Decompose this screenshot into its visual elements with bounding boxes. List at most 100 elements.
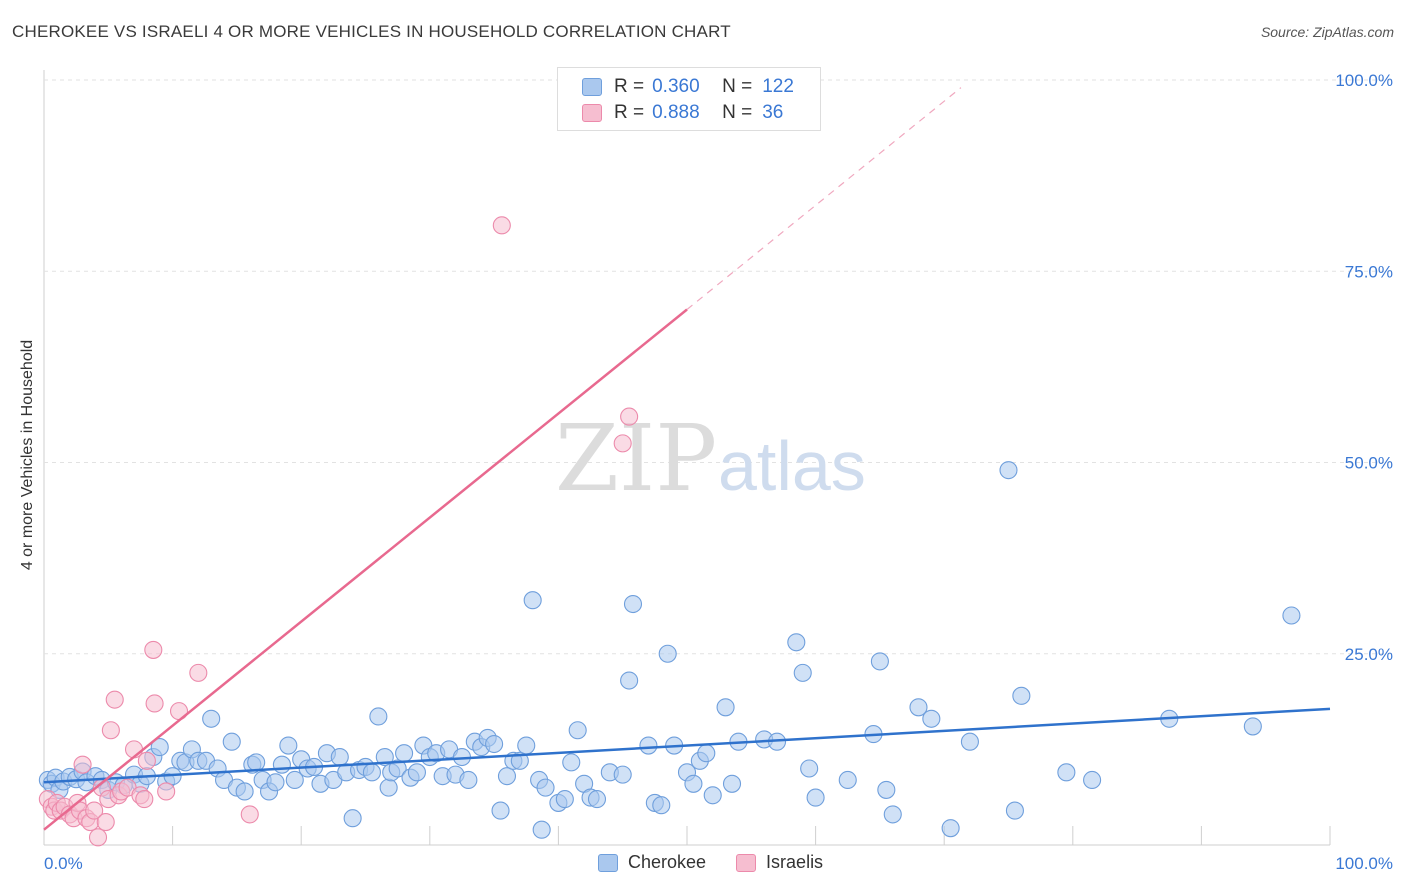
legend-label-cherokee: Cherokee [628, 852, 707, 872]
cherokee-point [909, 698, 928, 717]
cherokee-point [279, 736, 298, 755]
cherokee-point [150, 738, 169, 757]
cherokee-point [652, 796, 671, 815]
y-tick-label: 100.0% [1335, 71, 1393, 90]
israelis-point [613, 434, 632, 453]
israelis-point [88, 828, 108, 847]
cherokee-point [999, 461, 1018, 480]
cherokee-point [247, 753, 266, 772]
cherokee-point [883, 805, 902, 824]
cherokee-trend-line [43, 707, 1331, 784]
cherokee-point [330, 747, 349, 767]
legend-row-israelis: R = 0.888 N = 36 [582, 102, 783, 124]
cherokee-point [941, 819, 960, 838]
legend-item-cherokee[interactable]: Cherokee [598, 852, 706, 873]
cherokee-point [922, 709, 941, 728]
cherokee-point [697, 744, 716, 763]
watermark: ZIP atlas [555, 405, 866, 512]
cherokee-point [620, 671, 639, 690]
legend-row-cherokee: R = 0.360 N = 122 [582, 76, 794, 98]
cherokee-point [1005, 801, 1024, 820]
cherokee-point [202, 709, 221, 728]
cherokee-point [703, 786, 722, 805]
tick-labels-layer: 100.0% 75.0% 50.0% 25.0% 0.0% 100.0% [44, 71, 1393, 873]
watermark-atlas: atlas [718, 427, 866, 505]
cherokee-point [587, 790, 607, 809]
israelis-point [189, 663, 208, 682]
r-label: R = [614, 76, 645, 97]
israelis-point [105, 690, 124, 709]
r-value: 0.888 [652, 102, 700, 123]
points-layer [38, 216, 1301, 847]
israelis-point [620, 407, 639, 426]
cherokee-point [838, 770, 857, 790]
cherokee-point [1282, 606, 1301, 625]
y-tick-label: 25.0% [1345, 645, 1393, 664]
cherokee-point [369, 707, 388, 726]
cherokee-point [658, 644, 677, 663]
n-label: N = [722, 102, 753, 123]
x-tick-label: 100.0% [1335, 854, 1393, 873]
cherokee-point [613, 765, 632, 784]
series-legend: Cherokee Israelis [598, 852, 853, 873]
cherokee-point [639, 736, 658, 755]
israelis-point [157, 782, 176, 801]
israelis-trend-extension [686, 87, 962, 310]
cherokee-point [407, 763, 426, 782]
cherokee-point [555, 790, 574, 809]
cherokee-point [497, 767, 517, 786]
cherokee-point [485, 734, 504, 754]
cherokee-point [388, 759, 407, 778]
source-label: Source: ZipAtlas.com [1260, 24, 1394, 40]
cherokee-point [510, 751, 529, 770]
n-label: N = [722, 76, 753, 97]
cherokee-point [362, 763, 381, 782]
r-value: 0.360 [652, 76, 700, 97]
cherokee-point [1083, 770, 1102, 790]
israelis-point [135, 790, 154, 809]
israelis-point [73, 755, 92, 774]
cherokee-point [517, 736, 536, 755]
israelis-legend-swatch [736, 853, 757, 872]
cherokee-point [459, 770, 478, 790]
israelis-point [144, 640, 163, 659]
n-value: 36 [762, 102, 784, 123]
cherokee-point [793, 663, 812, 682]
cherokee-point [562, 753, 581, 772]
cherokee-point [787, 633, 806, 652]
israelis-point [101, 721, 120, 740]
cherokee-point [877, 780, 896, 799]
n-value: 122 [762, 76, 794, 97]
israelis-trend-line [43, 308, 688, 831]
cherokee-point [272, 755, 291, 774]
cherokee-point [266, 773, 285, 792]
israelis-point [240, 805, 259, 824]
legend-label-israelis: Israelis [766, 852, 824, 872]
cherokee-point [523, 591, 542, 610]
cherokee-point [395, 744, 414, 763]
cherokee-point [722, 774, 742, 793]
cherokee-point [532, 820, 551, 839]
cherokee-point [379, 778, 398, 797]
y-axis-label: 4 or more Vehicles in Household [19, 339, 36, 571]
cherokee-point [716, 698, 735, 717]
cherokee-swatch [582, 78, 602, 96]
cherokee-point [375, 747, 394, 767]
y-tick-label: 75.0% [1345, 262, 1393, 281]
cherokee-point [235, 782, 254, 801]
legend-item-israelis[interactable]: Israelis [736, 852, 823, 873]
cherokee-point [222, 732, 241, 751]
cherokee-point [623, 594, 643, 614]
cherokee-point [806, 788, 825, 807]
cherokee-point [568, 721, 587, 740]
israelis-point [145, 694, 164, 713]
cherokee-point [536, 778, 555, 797]
cherokee-point [491, 801, 510, 820]
trend-lines-layer [43, 87, 1331, 831]
cherokee-point [1243, 717, 1262, 736]
watermark-zip: ZIP [555, 405, 717, 512]
cherokee-legend-swatch [598, 853, 618, 872]
israelis-point [137, 751, 156, 770]
cherokee-point [1012, 686, 1031, 705]
